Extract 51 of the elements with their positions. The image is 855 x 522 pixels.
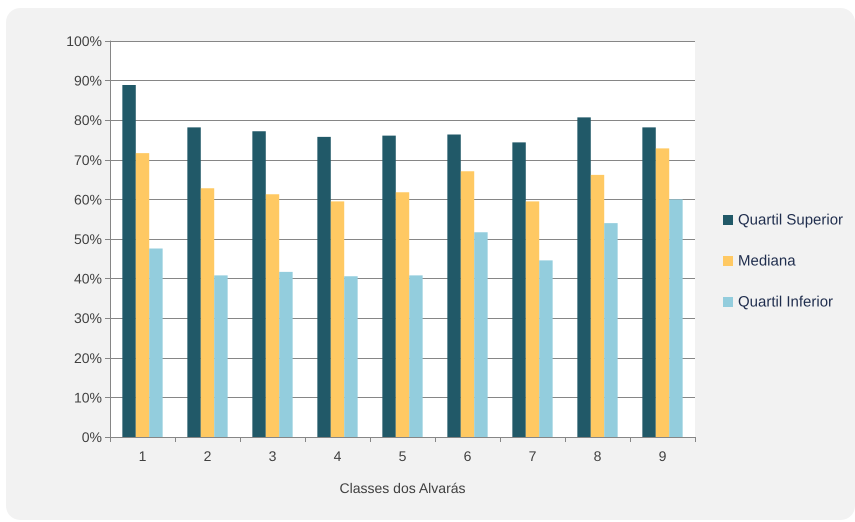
bar: [642, 127, 656, 437]
x-tick-label: 9: [658, 448, 667, 464]
bar: [460, 171, 474, 437]
y-tick-label: 60%: [74, 191, 102, 208]
bar: [577, 117, 591, 437]
x-tick-label: 2: [204, 448, 212, 464]
y-tick-label: 30%: [74, 310, 102, 326]
y-tick-label: 70%: [74, 152, 102, 168]
bar: [122, 84, 136, 437]
y-tick-label: 10%: [74, 389, 102, 406]
bar: [136, 153, 150, 437]
bar: [279, 272, 293, 437]
x-tick-label: 1: [138, 448, 147, 464]
bar: [266, 194, 280, 437]
bar: [539, 260, 553, 437]
x-tick-label: 7: [528, 448, 537, 464]
x-tick-label: 8: [594, 448, 602, 464]
bar: [252, 131, 266, 437]
bar: [474, 232, 488, 437]
bar: [447, 134, 461, 437]
x-tick-label: 6: [464, 448, 472, 464]
y-tick-label: 50%: [74, 231, 102, 247]
bar: [656, 148, 670, 437]
x-tick-label: 4: [334, 448, 342, 464]
bar: [669, 199, 683, 437]
bar: [187, 127, 201, 437]
bar: [512, 142, 526, 437]
bar: [396, 192, 410, 437]
bar: [214, 275, 228, 437]
y-tick-label: 20%: [74, 350, 102, 366]
y-tick-label: 80%: [74, 112, 102, 128]
legend-label: Quartil Superior: [738, 212, 844, 228]
legend-label: Quartil Inferior: [738, 294, 834, 310]
bar: [344, 276, 358, 437]
bar: [590, 174, 604, 437]
x-axis-title: Classes dos Alvarás: [339, 480, 466, 496]
bar: [604, 223, 618, 437]
y-tick-label: 40%: [74, 270, 102, 287]
bar: [149, 248, 163, 437]
bar: [317, 136, 331, 437]
bar: [526, 201, 540, 437]
y-tick-label: 90%: [74, 72, 102, 89]
x-tick-label: 3: [268, 448, 277, 464]
bar: [200, 188, 214, 437]
y-tick-label: 0%: [82, 429, 102, 445]
bar: [382, 136, 396, 437]
legend-label: Mediana: [738, 252, 796, 270]
bar: [409, 275, 423, 437]
bar: [330, 201, 344, 437]
x-tick-label: 5: [398, 448, 407, 464]
y-tick-label: 100%: [66, 33, 102, 49]
